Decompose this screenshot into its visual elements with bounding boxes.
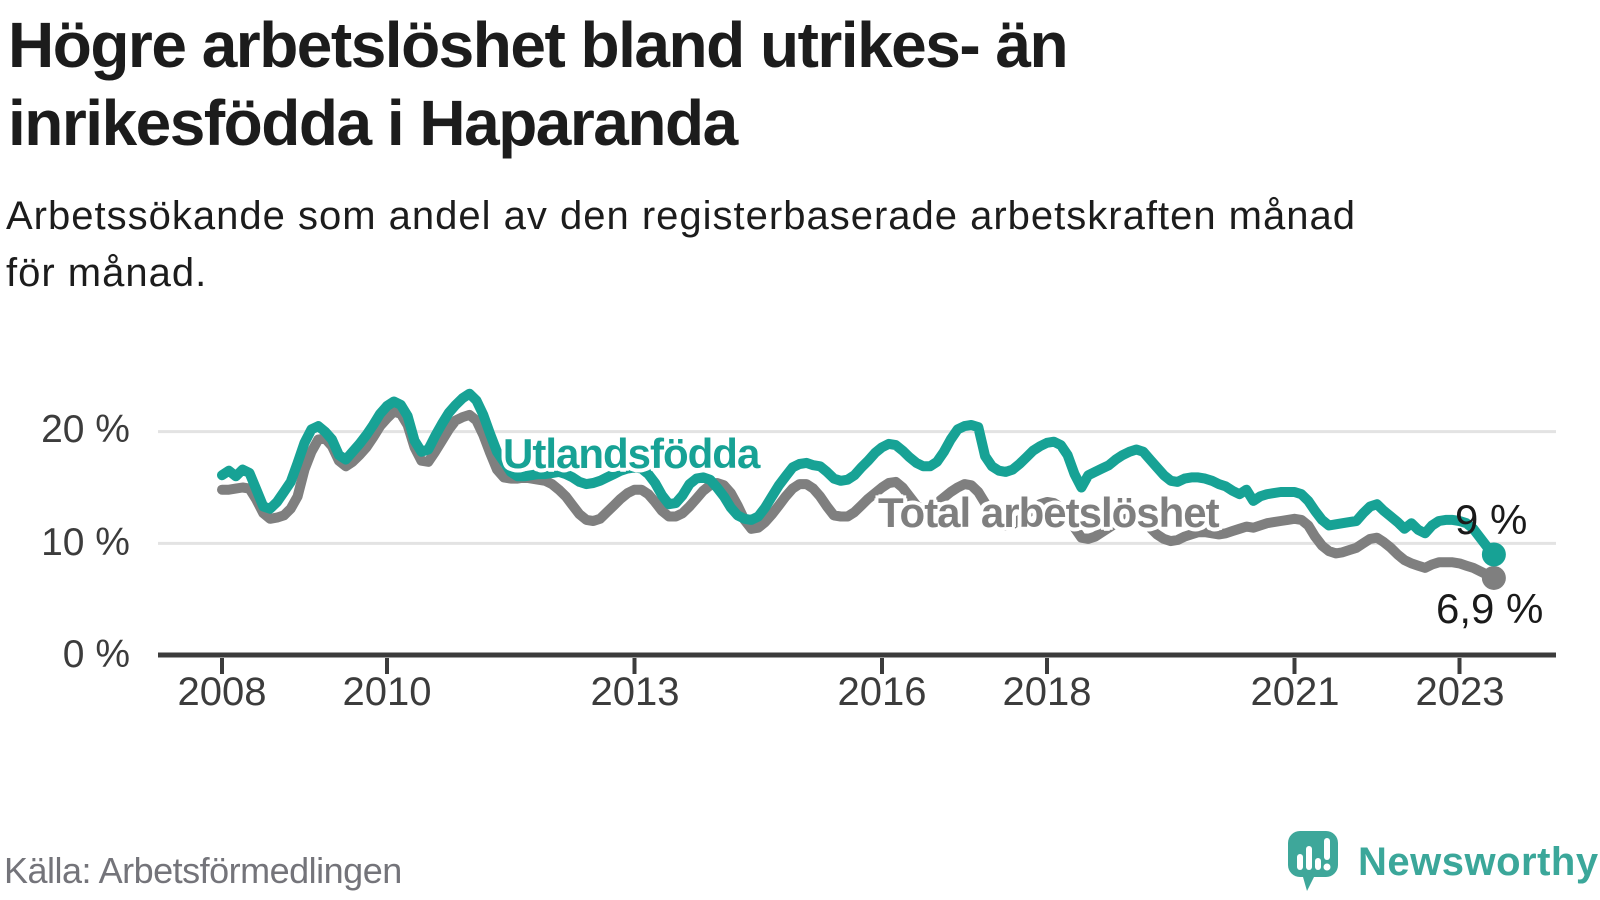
x-tick-label-2013: 2013 [590,670,680,714]
series-label-total-arbetsloshet: Total arbetslöshet [878,489,1220,536]
end-value-label-total: 6,9 % [1436,585,1544,632]
subtitle-line-1: Arbetssökande som andel av den registerb… [6,194,1356,238]
series-label-utlandsfodda: Utlandsfödda [503,430,760,477]
page-title: Högre arbetslöshet bland utrikes- än inr… [8,6,1408,162]
newsworthy-logo-icon [1288,831,1338,899]
title-line-2: inrikesfödda i Haparanda [8,87,738,159]
end-dot-utlandsfodda [1481,542,1506,567]
source-note: Källa: Arbetsförmedlingen [4,850,402,891]
newsworthy-wordmark: Newsworthy [1358,839,1599,884]
subtitle-line-2: för månad. [6,251,208,295]
end-value-label-utlandsfodda: 9 % [1455,496,1528,543]
x-tick-label-2021: 2021 [1250,670,1340,714]
line-total [217,406,1499,583]
x-tick-label-2008: 2008 [177,670,267,714]
x-tick-label-2023: 2023 [1415,670,1505,714]
line-utlandsfodda [217,388,1499,560]
y-tick-label-10: 10 % [41,521,130,564]
x-tick-label-2018: 2018 [1002,670,1092,714]
newsworthy-branding: Newsworthy [1288,831,1599,899]
end-dot-total [1481,565,1506,590]
y-tick-label-0: 0 % [62,633,130,676]
y-tick-label-20: 20 % [41,408,130,451]
x-tick-label-2016: 2016 [837,670,927,714]
x-tick-label-2010: 2010 [342,670,432,714]
chart-subtitle: Arbetssökande som andel av den registerb… [6,188,1566,302]
title-line-1: Högre arbetslöshet bland utrikes- än [8,9,1069,81]
